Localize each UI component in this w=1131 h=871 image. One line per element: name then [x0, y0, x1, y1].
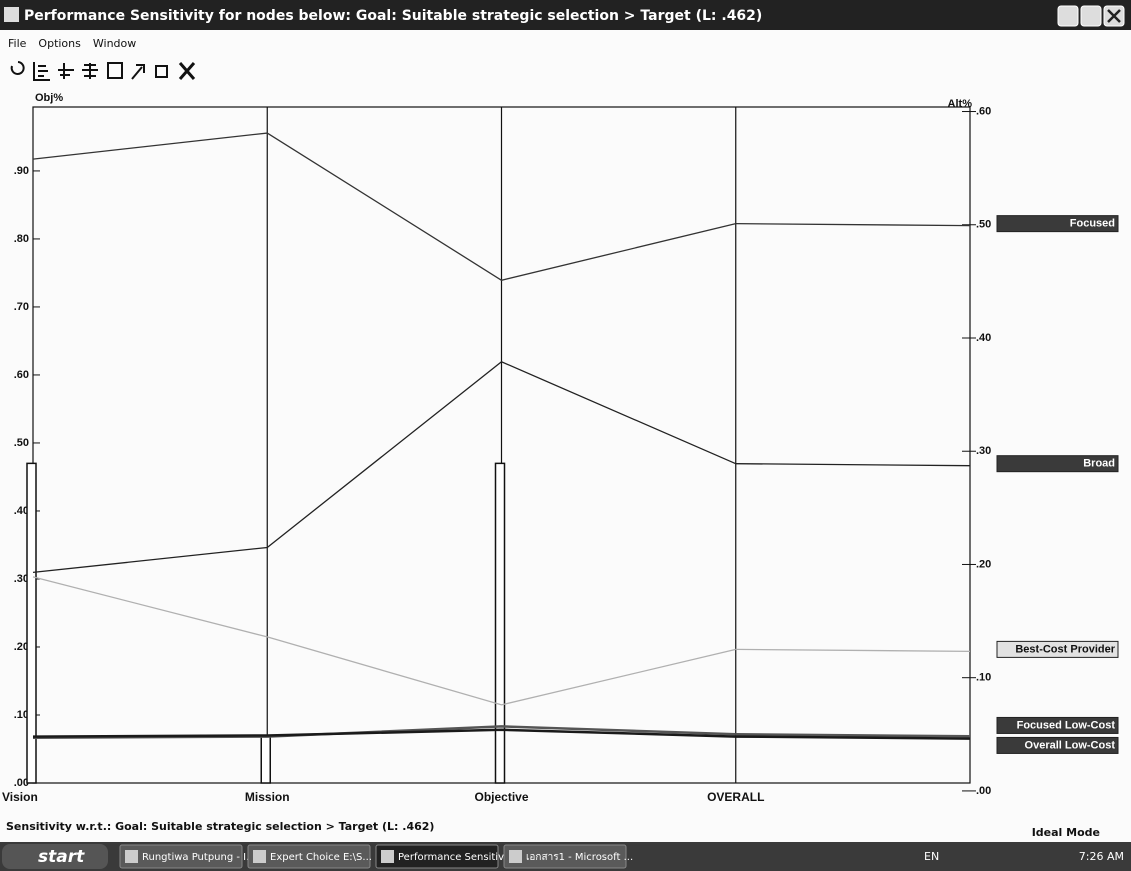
window: Performance Sensitivity for nodes below:… — [0, 0, 1131, 871]
objective-bar — [496, 463, 505, 783]
objective-bar — [27, 463, 36, 783]
y2-tick-label: .20 — [976, 558, 991, 570]
window-title: Performance Sensitivity for nodes below:… — [24, 8, 762, 24]
menu-item[interactable]: Options — [38, 37, 81, 50]
y-axis-label: Obj% — [35, 92, 63, 104]
y2-tick-label: .60 — [976, 105, 991, 117]
menu-item[interactable]: File — [8, 37, 27, 50]
task-icon — [253, 850, 266, 863]
start-label: start — [38, 847, 85, 867]
x-tick-label: OVERALL — [707, 790, 764, 804]
y2-axis-label: Alt% — [948, 98, 973, 110]
y-tick-label: .70 — [14, 301, 29, 313]
y2-tick-label: .50 — [976, 219, 991, 231]
y2-tick-label: .00 — [976, 785, 991, 797]
y2-tick-label: .40 — [976, 332, 991, 344]
task-label: Rungtiwa Putpung - I... — [142, 852, 256, 863]
task-label: Expert Choice E:\S... — [270, 852, 372, 863]
mode-label: Ideal Mode — [1032, 826, 1100, 839]
y2-tick-label: .30 — [976, 445, 991, 457]
footer-text: Sensitivity w.r.t.: Goal: Suitable strat… — [6, 820, 434, 833]
y-tick-label: .80 — [14, 233, 29, 245]
x-tick-label: Vision — [2, 790, 38, 804]
x-tick-label: Objective — [474, 790, 528, 804]
task-icon — [509, 850, 522, 863]
minimize-button[interactable] — [1058, 6, 1078, 26]
language: EN — [924, 850, 939, 863]
x-tick-label: Mission — [245, 790, 290, 804]
legend-label: Best-Cost Provider — [1015, 643, 1115, 655]
y-tick-label: .50 — [14, 437, 29, 449]
page: Performance Sensitivity for nodes below:… — [0, 0, 1131, 871]
window-bg — [0, 0, 1131, 871]
task-label: Performance Sensitivi... — [398, 852, 516, 863]
app-icon — [4, 7, 19, 22]
y2-tick-label: .10 — [976, 672, 991, 684]
legend-label: Broad — [1083, 458, 1115, 470]
menu-item[interactable]: Window — [93, 37, 136, 50]
clock: 7:26 AM — [1079, 850, 1124, 863]
legend-label: Overall Low-Cost — [1025, 739, 1116, 751]
maximize-button[interactable] — [1081, 6, 1101, 26]
task-buttons: Rungtiwa Putpung - I... Expert Choice E:\… — [120, 845, 633, 868]
legend-label: Focused — [1070, 218, 1115, 230]
y-tick-label: .90 — [14, 165, 29, 177]
task-icon — [381, 850, 394, 863]
task-label: เอกสาร1 - Microsoft ... — [526, 852, 633, 863]
tool-icon[interactable] — [82, 63, 98, 79]
y-tick-label: .60 — [14, 369, 29, 381]
objective-bar — [261, 735, 270, 783]
legend-label: Focused Low-Cost — [1017, 719, 1116, 731]
task-icon — [125, 850, 138, 863]
